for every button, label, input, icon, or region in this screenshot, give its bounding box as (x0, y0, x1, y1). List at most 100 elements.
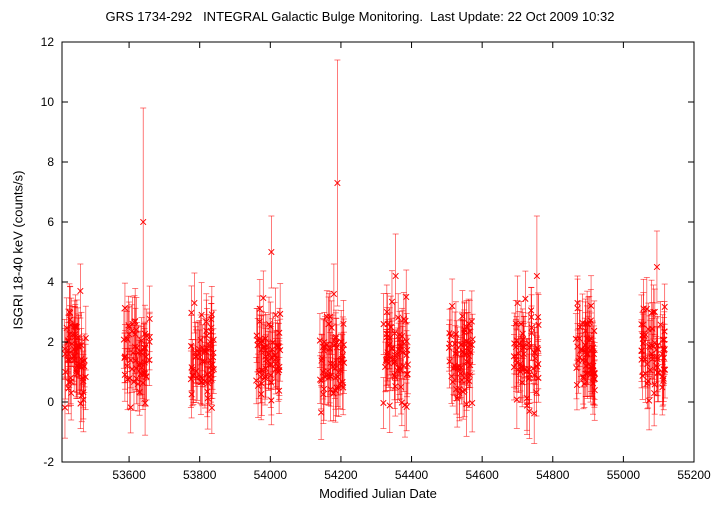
data-point (513, 396, 520, 403)
data-point (527, 307, 535, 314)
data-point (134, 380, 142, 388)
data-point (528, 329, 535, 337)
data-point (204, 388, 211, 395)
data-point (392, 272, 399, 280)
data-point (258, 367, 266, 374)
data-point (583, 335, 591, 342)
data-point (574, 299, 581, 307)
data-point (535, 360, 542, 368)
data-point (639, 372, 646, 379)
data-point (188, 391, 195, 398)
y-tick-label: 4 (47, 275, 54, 289)
data-point (383, 308, 390, 316)
data-point (121, 371, 129, 378)
data-point (526, 374, 533, 381)
data-point (650, 308, 657, 316)
data-point (68, 389, 75, 397)
data-point (531, 410, 538, 417)
data-point (263, 343, 271, 350)
data-point (533, 272, 541, 280)
data-point (645, 326, 652, 333)
data-point (388, 298, 396, 305)
data-point (272, 311, 279, 319)
data-point (661, 303, 668, 311)
data-point (316, 376, 324, 383)
y-axis-label: ISGRI 18-40 keV (counts/s) (10, 170, 26, 330)
data-point (67, 374, 74, 382)
data-point (188, 309, 195, 316)
data-point (591, 369, 598, 376)
data-point (534, 313, 542, 321)
data-point (465, 320, 472, 328)
data-point (461, 386, 468, 394)
data-point (397, 383, 405, 391)
data-point (644, 377, 652, 385)
data-point (332, 333, 340, 341)
x-tick-label: 53600 (112, 468, 146, 482)
data-point (333, 339, 340, 346)
data-point (256, 338, 263, 346)
data-point (268, 248, 275, 256)
x-axis-label: Modified Julian Date (319, 486, 437, 501)
data-point (451, 362, 458, 369)
data-point (659, 350, 666, 358)
data-layer (61, 59, 669, 444)
data-point (642, 331, 649, 338)
data-point (269, 354, 276, 361)
data-point (272, 365, 279, 373)
data-point (580, 375, 587, 382)
data-point (456, 390, 463, 397)
data-point (129, 320, 136, 328)
data-point (396, 331, 403, 339)
data-point (579, 356, 586, 364)
y-tick-label: 12 (41, 35, 55, 49)
x-tick-label: 53800 (183, 468, 217, 482)
data-point (648, 353, 656, 360)
data-point (277, 310, 284, 318)
data-point (127, 404, 134, 411)
data-point (380, 399, 387, 407)
data-point (386, 334, 393, 342)
data-point (653, 263, 661, 271)
data-point (466, 371, 473, 379)
data-point (514, 299, 521, 307)
data-point (143, 332, 150, 340)
data-point (81, 357, 88, 364)
data-point (258, 390, 265, 398)
data-point (82, 334, 89, 342)
data-point (189, 372, 196, 379)
data-point (655, 369, 662, 377)
data-point (61, 345, 68, 353)
data-point (130, 378, 138, 385)
data-point (448, 302, 456, 310)
y-tick-label: 0 (47, 395, 54, 409)
data-point (380, 320, 387, 328)
data-point (77, 400, 84, 407)
x-tick-label: 55000 (607, 468, 641, 482)
data-point (70, 353, 78, 361)
data-point (458, 377, 465, 384)
data-point (121, 354, 128, 362)
data-point (261, 374, 269, 382)
data-point (194, 374, 201, 381)
data-point (125, 322, 132, 329)
data-point (403, 346, 411, 354)
data-point (140, 218, 147, 226)
data-point (334, 179, 341, 187)
data-point (445, 344, 453, 351)
chart-title: GRS 1734-292 INTEGRAL Galactic Bulge Mon… (105, 9, 615, 24)
data-point (196, 353, 203, 361)
y-tick-label: -2 (43, 455, 54, 469)
data-point (403, 403, 410, 411)
data-point (392, 383, 399, 390)
data-point (333, 344, 340, 351)
data-point (639, 335, 646, 343)
y-tick-label: 8 (47, 155, 54, 169)
data-point (403, 351, 410, 359)
data-point (325, 320, 332, 328)
plot-frame (61, 41, 695, 463)
data-point (203, 344, 210, 351)
data-point (320, 368, 327, 376)
